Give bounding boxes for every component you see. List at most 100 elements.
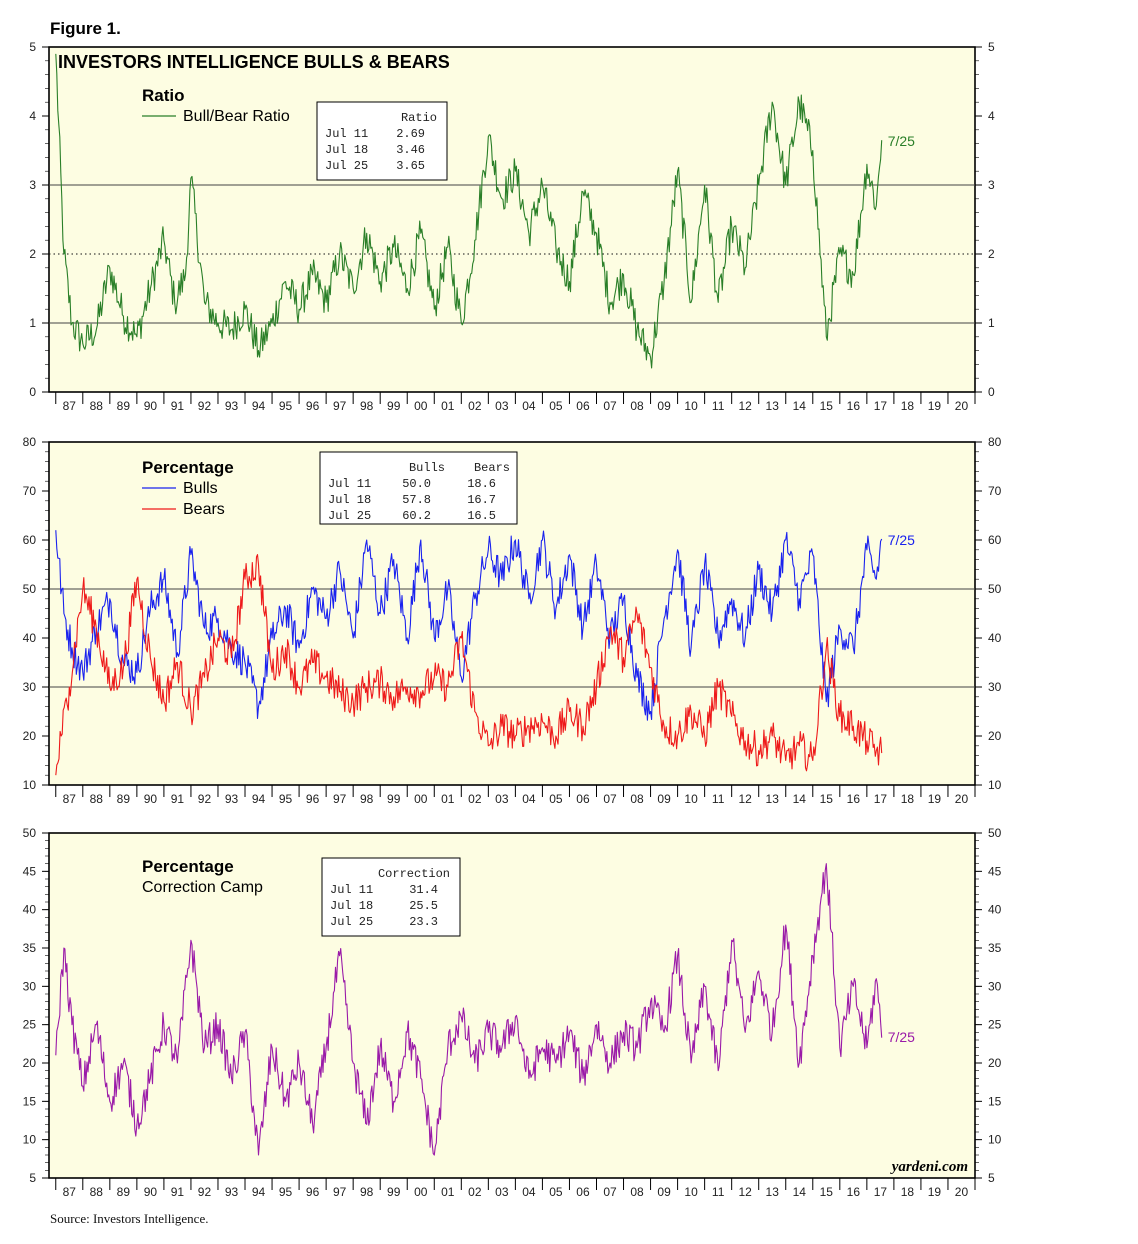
plot-area: [48, 46, 976, 393]
y-tick-label-left: 20: [23, 1056, 37, 1070]
table-row-date: Jul 11: [328, 477, 371, 491]
x-tick-label: 87: [63, 792, 77, 806]
x-tick-label: 10: [684, 792, 698, 806]
y-tick-label-left: 25: [23, 1018, 37, 1032]
x-tick-label: 01: [441, 1185, 455, 1199]
y-tick-label-left: 0: [29, 385, 36, 399]
x-tick-label: 01: [441, 792, 455, 806]
x-tick-label: 87: [63, 1185, 77, 1199]
table-cell-value: 18.6: [467, 477, 496, 491]
panel-heading: Ratio: [142, 86, 185, 105]
x-tick-label: 08: [630, 399, 644, 413]
figure-title: Figure 1.: [50, 19, 121, 38]
y-tick-label-right: 40: [988, 631, 1002, 645]
x-tick-label: 09: [657, 1185, 671, 1199]
x-tick-label: 94: [252, 399, 266, 413]
x-tick-label: 99: [387, 399, 401, 413]
y-tick-label-left: 1: [29, 316, 36, 330]
x-tick-label: 12: [739, 399, 753, 413]
table-row-date: Jul 18: [330, 899, 373, 913]
y-tick-label-right: 20: [988, 1056, 1002, 1070]
x-tick-label: 90: [144, 399, 158, 413]
y-tick-label-right: 45: [988, 864, 1002, 878]
x-tick-label: 04: [522, 399, 536, 413]
table-column-header: Correction: [378, 867, 450, 881]
x-tick-label: 18: [901, 792, 915, 806]
x-tick-label: 06: [576, 792, 590, 806]
table-row-date: Jul 18: [325, 143, 368, 157]
y-tick-label-left: 50: [23, 826, 37, 840]
y-tick-label-left: 45: [23, 864, 37, 878]
y-tick-label-left: 5: [29, 40, 36, 54]
legend-label: Bull/Bear Ratio: [183, 108, 290, 125]
x-tick-label: 96: [306, 792, 320, 806]
x-tick-label: 11: [712, 399, 725, 413]
x-tick-label: 05: [549, 792, 563, 806]
x-tick-label: 00: [414, 1185, 428, 1199]
table-cell-value: 23.3: [409, 915, 438, 929]
x-tick-label: 12: [739, 1185, 753, 1199]
table-cell-value: 57.8: [402, 493, 431, 507]
x-tick-label: 00: [414, 792, 428, 806]
y-tick-label-left: 40: [23, 631, 37, 645]
x-tick-label: 89: [117, 399, 131, 413]
x-tick-label: 96: [306, 399, 320, 413]
table-cell-value: 3.65: [396, 159, 425, 173]
x-tick-label: 00: [414, 399, 428, 413]
table-row-date: Jul 25: [325, 159, 368, 173]
x-tick-label: 94: [252, 1185, 266, 1199]
x-tick-label: 18: [901, 399, 915, 413]
x-tick-label: 08: [630, 792, 644, 806]
series-line-bull-bear-ratio: [55, 53, 883, 369]
legend-label: Correction Camp: [142, 879, 263, 896]
y-tick-label-right: 50: [988, 582, 1002, 596]
x-tick-label: 92: [198, 1185, 212, 1199]
x-tick-label: 93: [225, 399, 239, 413]
x-tick-label: 20: [955, 399, 969, 413]
x-tick-label: 95: [279, 1185, 293, 1199]
table-cell-value: 50.0: [402, 477, 431, 491]
x-tick-label: 90: [144, 792, 158, 806]
x-tick-label: 97: [333, 399, 347, 413]
panel-title: INVESTORS INTELLIGENCE BULLS & BEARS: [58, 52, 450, 72]
x-tick-label: 06: [576, 1185, 590, 1199]
y-tick-label-right: 1: [988, 316, 995, 330]
y-tick-label-left: 35: [23, 941, 37, 955]
x-tick-label: 16: [847, 399, 861, 413]
y-tick-label-right: 20: [988, 729, 1002, 743]
x-tick-label: 02: [468, 792, 482, 806]
legend-label: Bears: [183, 501, 225, 518]
y-tick-label-left: 40: [23, 903, 37, 917]
y-tick-label-left: 10: [23, 778, 37, 792]
data-table-box: [321, 857, 461, 937]
y-tick-label-right: 35: [988, 941, 1002, 955]
y-tick-label-right: 50: [988, 826, 1002, 840]
y-tick-label-right: 60: [988, 533, 1002, 547]
x-tick-label: 93: [225, 792, 239, 806]
x-tick-label: 97: [333, 1185, 347, 1199]
end-date-label: 7/25: [888, 532, 915, 548]
x-tick-label: 06: [576, 399, 590, 413]
y-tick-label-left: 70: [23, 484, 37, 498]
y-tick-label-left: 2: [29, 247, 36, 261]
x-tick-label: 11: [712, 1185, 725, 1199]
end-date-label: 7/25: [888, 1029, 915, 1045]
plot-area: [48, 832, 976, 1179]
table-cell-value: 25.5: [409, 899, 438, 913]
x-tick-label: 95: [279, 399, 293, 413]
y-tick-label-left: 4: [29, 109, 36, 123]
x-tick-label: 97: [333, 792, 347, 806]
table-cell-value: 16.5: [467, 509, 496, 523]
x-tick-label: 99: [387, 792, 401, 806]
x-tick-label: 03: [495, 1185, 509, 1199]
y-tick-label-right: 2: [988, 247, 995, 261]
table-row-date: Jul 11: [325, 127, 368, 141]
x-tick-label: 12: [739, 792, 753, 806]
bulls-bears-panel: 10 10 20 20 30 30 40 40 50 50 60 60 70 70 80 80 87 88 89 90…: [23, 435, 1002, 806]
x-tick-label: 09: [657, 792, 671, 806]
x-tick-label: 11: [712, 792, 725, 806]
y-tick-label-right: 70: [988, 484, 1002, 498]
table-column-header: Bears: [474, 461, 510, 475]
x-tick-label: 15: [820, 399, 834, 413]
